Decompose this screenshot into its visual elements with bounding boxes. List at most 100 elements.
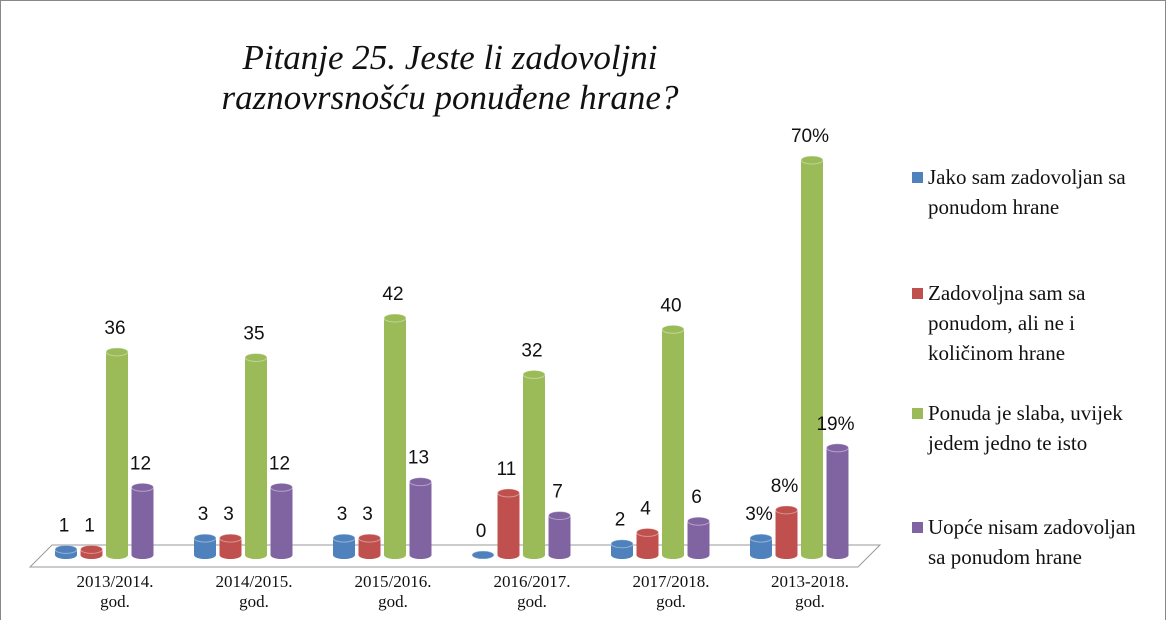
bar-body bbox=[775, 509, 798, 555]
bar bbox=[548, 511, 571, 559]
legend-label: Zadovoljna sam sa ponudom, ali ne i koli… bbox=[928, 281, 1086, 365]
bar-top bbox=[749, 533, 773, 543]
bar bbox=[54, 544, 78, 559]
bar bbox=[80, 544, 103, 559]
data-label: 42 bbox=[382, 284, 403, 305]
bar bbox=[610, 539, 634, 559]
bar-bottom bbox=[687, 551, 710, 559]
bar-body bbox=[750, 538, 772, 555]
bar-bottom bbox=[358, 551, 381, 559]
bar-body bbox=[270, 487, 293, 555]
data-label: 4 bbox=[640, 498, 651, 519]
bar bbox=[383, 313, 407, 559]
bar-body bbox=[497, 492, 520, 555]
bar-bottom bbox=[826, 551, 849, 559]
bar-bottom bbox=[775, 551, 798, 559]
bar-top bbox=[548, 511, 571, 520]
bar-body bbox=[687, 521, 710, 555]
x-tick-label: 2015/2016. god. bbox=[354, 572, 432, 611]
bar-bottom bbox=[497, 551, 520, 559]
bar bbox=[219, 533, 242, 559]
data-label: 12 bbox=[130, 453, 151, 474]
bar-top bbox=[244, 353, 268, 362]
x-tick-label: 2013-2018. god. bbox=[771, 572, 849, 611]
bar bbox=[409, 477, 432, 559]
bar-bottom bbox=[636, 551, 659, 559]
bar-body bbox=[523, 374, 545, 555]
bar-bottom bbox=[55, 551, 77, 559]
data-label: 35 bbox=[243, 324, 264, 345]
data-label: 3 bbox=[337, 504, 348, 525]
bar-bottom bbox=[801, 551, 823, 559]
bar-top bbox=[219, 533, 242, 543]
legend-swatch bbox=[912, 408, 923, 419]
bar-bottom bbox=[409, 551, 432, 559]
bar-body bbox=[358, 538, 381, 555]
bar-body bbox=[409, 481, 432, 555]
bar bbox=[332, 533, 356, 559]
bar bbox=[636, 527, 659, 559]
bar-top bbox=[131, 482, 154, 492]
bar-top bbox=[826, 443, 849, 453]
data-label: 1 bbox=[84, 515, 95, 536]
bar bbox=[131, 482, 154, 559]
x-tick-label: 2013/2014. god. bbox=[76, 572, 154, 611]
data-label: 3 bbox=[362, 504, 373, 525]
bar-top bbox=[270, 482, 293, 492]
data-label: 1 bbox=[59, 515, 70, 536]
bar-bottom bbox=[270, 551, 293, 559]
bar-body bbox=[611, 543, 633, 555]
bar-top bbox=[522, 369, 546, 379]
bar-bottom bbox=[523, 551, 545, 559]
data-label: 40 bbox=[660, 295, 681, 316]
bar-top bbox=[409, 477, 432, 487]
legend-swatch bbox=[912, 522, 923, 533]
bar-bottom bbox=[548, 551, 571, 559]
bar-top bbox=[54, 544, 78, 554]
chart-title: Pitanje 25. Jeste li zadovoljni raznovrs… bbox=[221, 38, 679, 117]
data-label: 36 bbox=[104, 318, 125, 339]
bar-top bbox=[775, 505, 798, 515]
data-label: 3 bbox=[198, 504, 209, 525]
bar bbox=[244, 353, 268, 559]
data-label: 6 bbox=[691, 487, 702, 508]
legend-swatch bbox=[912, 288, 923, 299]
bar-bottom bbox=[662, 551, 684, 559]
bar-top bbox=[332, 533, 356, 543]
data-label: 2 bbox=[615, 510, 626, 531]
data-label: 8% bbox=[771, 476, 799, 497]
bar-top bbox=[800, 155, 824, 165]
bar-bottom bbox=[131, 551, 154, 559]
bar-body bbox=[333, 538, 355, 555]
bar-body bbox=[131, 487, 154, 555]
legend-label: Uopće nisam zadovoljan sa ponudom hrane bbox=[928, 515, 1136, 569]
bar-bottom bbox=[750, 551, 772, 559]
bar bbox=[800, 155, 824, 559]
bar bbox=[749, 533, 773, 559]
bar bbox=[775, 505, 798, 559]
bar-bottom bbox=[194, 551, 216, 559]
bar bbox=[471, 550, 495, 560]
bar-bottom bbox=[106, 551, 128, 559]
data-label: 32 bbox=[521, 340, 542, 361]
legend-swatch bbox=[912, 172, 923, 183]
bar bbox=[497, 488, 520, 559]
data-label: 19% bbox=[816, 414, 854, 435]
data-label: 12 bbox=[269, 453, 290, 474]
bar-body bbox=[194, 538, 216, 555]
bar bbox=[522, 369, 546, 559]
legend-label: Jako sam zadovoljan sa ponudom hrane bbox=[928, 165, 1126, 219]
data-label: 70% bbox=[791, 126, 829, 147]
bar-body bbox=[826, 447, 849, 555]
bar-top bbox=[636, 527, 659, 537]
bar-top bbox=[661, 324, 685, 334]
bar-body bbox=[106, 351, 128, 555]
bar bbox=[661, 324, 685, 559]
data-label: 7 bbox=[552, 482, 563, 503]
x-tick-label: 2014/2015. god. bbox=[215, 572, 293, 611]
x-tick-label: 2017/2018. god. bbox=[632, 572, 710, 611]
bar-top bbox=[193, 533, 217, 543]
bar-bottom bbox=[384, 551, 406, 559]
